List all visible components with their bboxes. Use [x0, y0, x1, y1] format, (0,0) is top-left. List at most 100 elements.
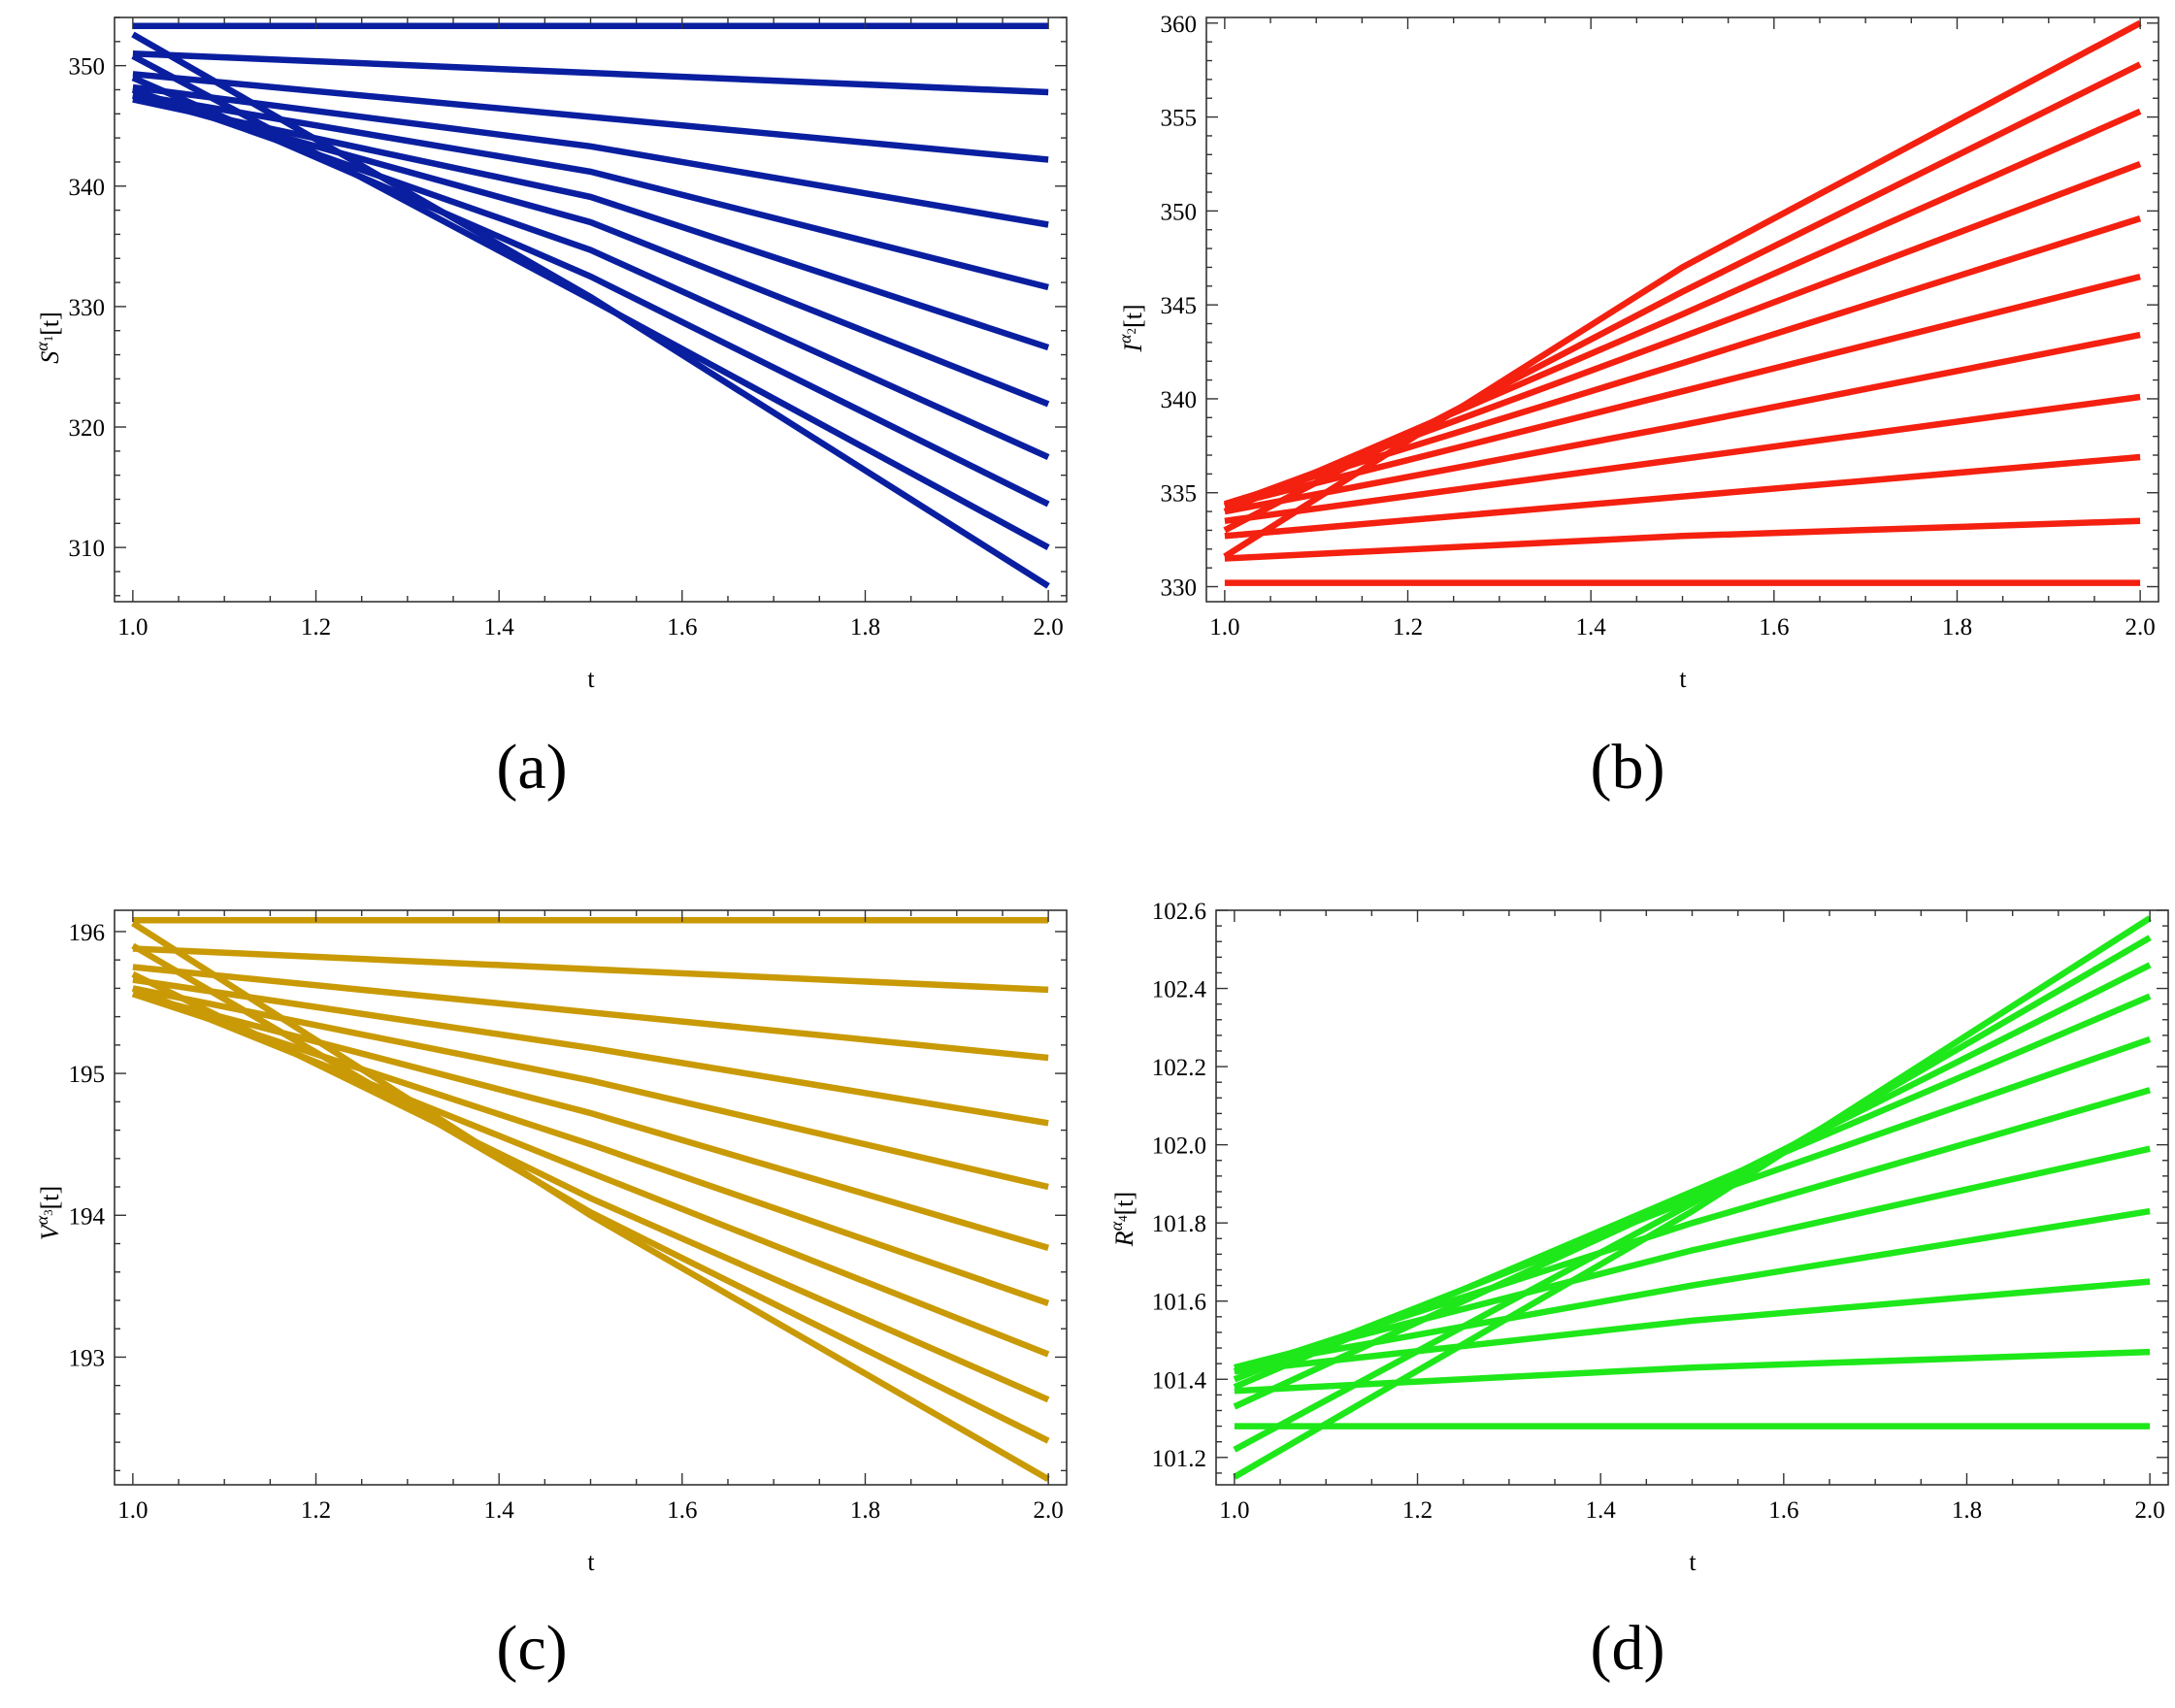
y-axis-title-suffix: [t]: [36, 1186, 64, 1210]
x-axis-title: t: [587, 665, 595, 693]
x-tick-label: 1.6: [1768, 1497, 1798, 1524]
panel-label: (a): [496, 732, 567, 803]
y-axis-title-sub: 1: [41, 336, 55, 343]
series-line-3: [132, 964, 1049, 1062]
plot-area: 1.0 1.2 1.4 1.6 1.8 2.0 101.2 101.4 101.6 101.8 10…: [1152, 899, 2169, 1524]
y-axis-title-sup: α: [1115, 334, 1135, 344]
y-axis-title: Iα2[t]: [1115, 304, 1147, 352]
y-axis-title-sub: 4: [1115, 1215, 1130, 1222]
series-line-11: [131, 31, 1050, 589]
x-axis-title: t: [1689, 1548, 1697, 1576]
x-tick-label: 1.8: [1952, 1497, 1982, 1524]
chart-b: 1.0 1.2 1.4 1.6 1.8 2.0330335340345350355360 …: [1115, 12, 2159, 803]
x-tick-label: 1.4: [484, 614, 515, 640]
series-line-2: [1224, 517, 2141, 562]
x-tick-label: 1.0: [1219, 1497, 1249, 1524]
y-tick-label: 335: [1161, 481, 1198, 508]
chart-a: 1.0 1.2 1.4 1.6 1.8 2.0 310 320 330 340 350 t Sα1[…: [32, 16, 1068, 803]
series-line-11: [1233, 915, 2152, 1480]
series-line-3: [1234, 1278, 2151, 1375]
y-tick-label: 101.4: [1152, 1367, 1207, 1394]
x-tick-label: 1.8: [850, 614, 880, 640]
series-line-4: [132, 976, 1049, 1127]
y-axis-title-base: S: [36, 351, 64, 364]
x-tick-label: 2.0: [1034, 1497, 1064, 1524]
series-line-2: [132, 945, 1049, 994]
y-tick-label: 101.8: [1152, 1211, 1206, 1237]
x-tick-label: 2.0: [2135, 1497, 2165, 1524]
y-tick-label: 310: [69, 536, 106, 562]
series-line-6: [1224, 273, 2141, 509]
y-tick-label: 345: [1161, 293, 1198, 319]
series-line-4: [1224, 393, 2141, 525]
y-axis-title-sub: 3: [41, 1209, 55, 1216]
series-line-10: [1223, 61, 2142, 534]
y-tick-label: 355: [1161, 106, 1198, 132]
series-line-4: [132, 83, 1049, 228]
y-axis-title-sub: 2: [1124, 328, 1138, 335]
y-tick-label: 195: [69, 1062, 106, 1088]
y-tick-label: 320: [69, 415, 106, 442]
plot-area: 1.0 1.2 1.4 1.6 1.8 2.0 330 335 340 345 350 355 360: [1161, 12, 2159, 640]
x-tick-label: 1.2: [301, 1497, 331, 1524]
chart-d: 1.0 1.2 1.4 1.6 1.8 2.0 101.2 101.4 101.6 101.8 10…: [1106, 899, 2169, 1684]
x-tick-label: 1.6: [667, 614, 697, 640]
x-tick-label: 2.0: [2126, 614, 2156, 640]
x-tick-label: 2.0: [1034, 614, 1064, 640]
panel-d: 1.0 1.2 1.4 1.6 1.8 2.0 101.2 101.4 101.6 101.8 10…: [1087, 864, 2175, 1703]
series-line-2: [1234, 1348, 2151, 1395]
x-tick-label: 1.6: [1759, 614, 1789, 640]
series-line-10: [131, 942, 1050, 1444]
panel-b: 1.0 1.2 1.4 1.6 1.8 2.0 330 335 340 345 350 355 360 …: [1087, 0, 2175, 844]
y-tick-label: 101.2: [1152, 1446, 1206, 1472]
y-axis-title: Vα3[t]: [32, 1186, 64, 1240]
x-tick-label: 1.2: [1393, 614, 1423, 640]
y-tick-label: 102.0: [1152, 1133, 1206, 1160]
x-tick-label: 1.0: [117, 1497, 148, 1524]
y-axis-title-suffix: [t]: [1119, 304, 1147, 328]
series-line-5: [132, 91, 1049, 291]
y-tick-label: 102.2: [1152, 1055, 1206, 1081]
panel-label: (d): [1591, 1613, 1665, 1684]
y-tick-label: 102.4: [1152, 977, 1207, 1003]
y-tick-label: 194: [69, 1203, 106, 1230]
series-line-6: [132, 96, 1050, 351]
series-line-5: [1234, 1145, 2151, 1371]
series-line-5: [132, 985, 1049, 1191]
y-axis-title: Rα4[t]: [1106, 1192, 1138, 1247]
x-tick-label: 1.8: [850, 1497, 880, 1524]
x-tick-label: 1.4: [1586, 1497, 1617, 1524]
panel-c: 1.0 1.2 1.4 1.6 1.8 2.0 193 194 195 196 t Vα3[t] …: [0, 864, 1087, 1703]
series-line-5: [1224, 331, 2141, 515]
series-line-2: [132, 49, 1049, 96]
x-tick-label: 1.6: [667, 1497, 697, 1524]
y-tick-label: 330: [1161, 575, 1198, 602]
panel-a: 1.0 1.2 1.4 1.6 1.8 2.0 310 320 330 340 350 t Sα1[…: [0, 0, 1087, 844]
y-axis-title-sup: α: [32, 1215, 51, 1225]
y-axis-title-base: I: [1119, 343, 1147, 353]
y-tick-label: 350: [1161, 199, 1198, 225]
y-axis-title-base: R: [1110, 1231, 1138, 1247]
series-line-11: [131, 920, 1050, 1483]
y-axis-title-sup: α: [32, 342, 51, 351]
series-line-9: [131, 970, 1050, 1403]
series-line-10: [1233, 935, 2152, 1453]
x-axis-title: t: [587, 1548, 595, 1576]
series-line-9: [131, 75, 1050, 508]
series-line-4: [1234, 1207, 2151, 1371]
x-tick-label: 1.0: [1209, 614, 1239, 640]
y-tick-label: 330: [69, 295, 106, 321]
y-axis-title-suffix: [t]: [1110, 1192, 1138, 1216]
x-tick-label: 1.8: [1942, 614, 1972, 640]
y-tick-label: 350: [69, 54, 106, 81]
x-axis-title: t: [1679, 665, 1687, 693]
panel-label: (b): [1591, 732, 1665, 803]
series-line-3: [132, 71, 1049, 163]
series-line-7: [131, 991, 1050, 1306]
series-line-3: [1224, 453, 2141, 540]
series-line-9: [1223, 108, 2142, 515]
plot-area: 1.0 1.2 1.4 1.6 1.8 2.0 193 194 195 196: [69, 909, 1068, 1524]
series-line-9: [1233, 962, 2152, 1410]
x-tick-label: 1.4: [1576, 614, 1607, 640]
